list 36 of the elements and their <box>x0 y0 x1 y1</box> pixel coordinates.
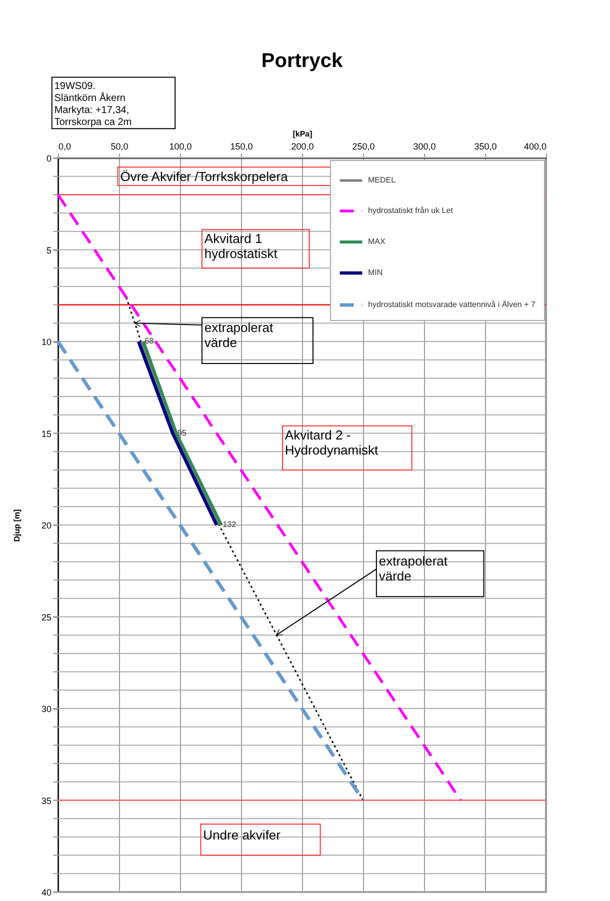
x-tick-label: 250,0 <box>352 142 375 152</box>
legend-label: hydrostatiskt motsvarade vattennivå i Älven + 7 <box>368 300 536 309</box>
y-axis-title: Djup [m] <box>12 508 22 542</box>
x-tick-label: 200,0 <box>291 142 314 152</box>
y-tick-label: 15 <box>41 428 52 439</box>
annotation: extrapolerat värde <box>204 320 274 350</box>
annotation: 68 <box>144 336 154 346</box>
x-tick-label: 400,0 <box>524 142 546 152</box>
text: 19WS09. Släntkörn Åkern Markyta: +17,34, Torrskorpa ca 2m <box>54 80 132 128</box>
y-tick-label: 20 <box>41 520 52 530</box>
annotation: extrapolerat värde <box>378 553 448 584</box>
x-tick-label: 0,0 <box>58 142 72 152</box>
annotation: Akvitard 1 hydrostatiskt <box>204 231 278 262</box>
x-tick-label: 50,0 <box>110 142 128 152</box>
y-tick-label: 10 <box>41 337 52 347</box>
annotation: Akvitard 2 - Hydrodynamiskt <box>284 428 379 458</box>
x-tick-label: 350,0 <box>474 142 497 152</box>
chart-title: Portryck <box>261 50 344 72</box>
y-tick-label: 35 <box>41 796 52 806</box>
annotation: 132 <box>222 520 237 529</box>
y-tick-label: 25 <box>41 612 52 622</box>
x-tick-label: 100,0 <box>169 142 192 152</box>
annotation: Övre Akvifer /Torrkskorpelera <box>120 169 289 184</box>
legend-label: MEDEL <box>368 176 396 184</box>
x-tick-label: 300,0 <box>413 142 436 152</box>
annotation: Undre akvifer <box>203 828 282 843</box>
legend-label: hydrostatiskt från uk Let <box>368 206 454 215</box>
y-tick-label: 5 <box>46 245 52 256</box>
legend-label: MAX <box>368 237 386 246</box>
x-axis-title: [kPa] <box>292 130 313 138</box>
y-tick-label: 0 <box>46 154 52 164</box>
y-tick-label: 30 <box>41 704 52 714</box>
x-tick-label: 150,0 <box>230 142 253 152</box>
legend-label: MIN <box>368 268 383 277</box>
annotation: 95 <box>178 428 188 438</box>
y-tick-label: 40 <box>41 888 52 898</box>
